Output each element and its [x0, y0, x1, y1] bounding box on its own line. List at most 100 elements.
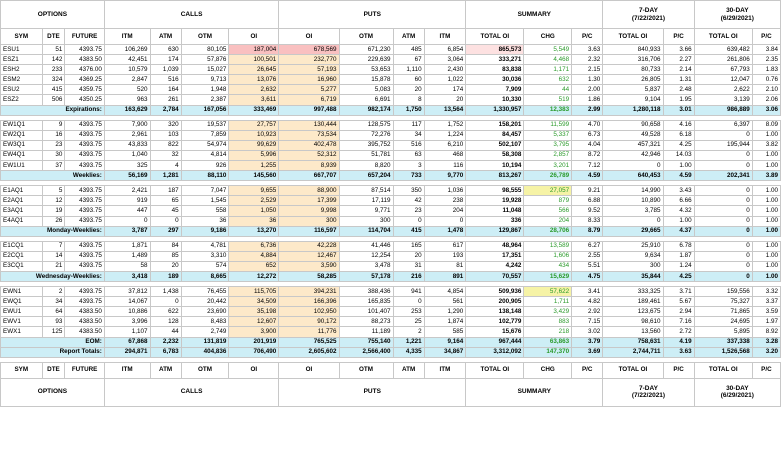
put-oi-cell: 73,534: [278, 129, 340, 141]
summary-value: 201,919: [228, 336, 280, 348]
day30-footer-date: (6/29/2021): [720, 392, 754, 400]
sym-cell: E3AQ1: [0, 205, 43, 217]
summary-value: 3.79: [571, 336, 604, 348]
dte-cell: 16: [41, 129, 66, 141]
day7-pc-cell: 3.71: [662, 286, 695, 298]
put-oi-cell: 232,770: [278, 54, 340, 66]
chg-cell: 1,606: [523, 250, 573, 262]
put-otm-cell: 51,781: [338, 149, 394, 162]
call-otm-cell: 574: [180, 260, 230, 272]
summary-value: 114,704: [338, 225, 394, 237]
summary-value: 1,280,118: [602, 104, 664, 116]
put-otm-cell: 229,639: [338, 54, 394, 66]
report-totals-value: 294,871: [103, 346, 151, 358]
day30-pc-cell: 2.06: [751, 94, 781, 106]
put-itm-cell: 1,022: [423, 74, 467, 86]
put-oi-cell: 17,399: [278, 195, 340, 207]
summary-value: 997,488: [278, 104, 340, 116]
day7-pc-cell: 6.78: [662, 240, 695, 252]
put-itm-cell: 1,874: [423, 316, 467, 328]
dte-cell: 415: [41, 84, 66, 96]
call-oi-cell: 27,757: [228, 119, 280, 131]
call-otm-cell: 1,545: [180, 195, 230, 207]
put-oi-cell: 678,569: [278, 43, 340, 56]
call-itm-cell: 7,900: [103, 119, 151, 131]
summary-value: 2.99: [571, 104, 604, 116]
day30-total-oi-cell: 75,327: [693, 296, 753, 308]
dte-cell: 506: [41, 94, 66, 106]
put-atm-cell: 350: [392, 185, 425, 197]
column-header: P/C: [751, 361, 781, 379]
column-header: P/C: [571, 28, 604, 45]
summary-value: 70,557: [465, 270, 525, 283]
call-oi-cell: 1,255: [228, 160, 280, 172]
column-header: P/C: [662, 28, 695, 45]
day30-pc-cell: 1.00: [751, 260, 781, 272]
summary-value: 297: [149, 225, 182, 237]
puts-group-header: PUTS: [278, 0, 467, 29]
pc-cell: 4.70: [571, 119, 604, 131]
future-cell: 4393.75: [64, 129, 105, 141]
summary-value: 9,164: [423, 336, 467, 348]
put-oi-cell: 88,900: [278, 185, 340, 197]
chg-cell: 204: [523, 215, 573, 227]
chg-cell: 11,599: [523, 119, 573, 131]
day7-total-oi-cell: 49,528: [602, 129, 664, 141]
call-oi-cell: 652: [228, 260, 280, 272]
day7-total-oi-cell: 9,104: [602, 94, 664, 106]
summary-value: 189: [149, 270, 182, 283]
summary-value: 667,707: [278, 170, 340, 182]
report-totals-value: 3.20: [751, 346, 781, 358]
summary-value: 26,789: [523, 170, 573, 182]
summary-group-header: SUMMARY: [465, 0, 604, 29]
total-oi-cell: 102,779: [465, 316, 525, 328]
column-header: ITM: [103, 28, 151, 45]
chg-cell: 1,711: [523, 296, 573, 308]
column-header: P/C: [571, 361, 604, 379]
put-otm-cell: 88,273: [338, 316, 394, 328]
sym-cell: E4AQ1: [0, 215, 43, 227]
day7-pc-cell: 1.87: [662, 250, 695, 262]
sym-cell: ESH2: [0, 64, 43, 76]
pc-cell: 2.15: [571, 64, 604, 76]
summary-value: 337,338: [693, 336, 753, 348]
day30-total-oi-cell: 71,865: [693, 306, 753, 318]
column-header: SYM: [0, 361, 43, 379]
call-otm-cell: 1,948: [180, 84, 230, 96]
sym-cell: EWX1: [0, 326, 43, 338]
call-oi-cell: 13,076: [228, 74, 280, 86]
summary-value: 2,784: [149, 104, 182, 116]
put-itm-cell: 468: [423, 149, 467, 162]
column-header: ATM: [392, 361, 425, 379]
pc-cell: 6.88: [571, 195, 604, 207]
total-oi-cell: 865,573: [465, 43, 525, 56]
call-itm-cell: 1,871: [103, 240, 151, 252]
pc-cell: 3.41: [571, 286, 604, 298]
table-row: ESZ2 506 4350.25 963 261 2,387 3,611 6,719 6,691…: [0, 94, 781, 106]
summary-value: 1.00: [751, 225, 781, 237]
day7-total-oi-cell: 26,805: [602, 74, 664, 86]
dte-cell: 37: [41, 160, 66, 172]
call-itm-cell: 963: [103, 94, 151, 106]
summary-value: 4.19: [662, 336, 695, 348]
dte-cell: 64: [41, 306, 66, 318]
put-otm-cell: 8,820: [338, 160, 394, 172]
summary-value: 1,478: [423, 225, 467, 237]
day30-total-oi-cell: 2,622: [693, 84, 753, 96]
put-otm-cell: 9,771: [338, 205, 394, 217]
summary-value: 1,281: [149, 170, 182, 182]
day7-total-oi-cell: 90,658: [602, 119, 664, 131]
sym-cell: ESU1: [0, 43, 43, 56]
day7-total-oi-cell: 333,325: [602, 286, 664, 298]
call-itm-cell: 37,812: [103, 286, 151, 298]
put-oi-cell: 9,998: [278, 205, 340, 217]
future-cell: 4393.75: [64, 286, 105, 298]
call-otm-cell: 8,483: [180, 316, 230, 328]
column-footer-row: SYM DTE FUTURE ITM ATM OTM OI OI OTM ATM ITM TOTAL …: [0, 361, 781, 379]
put-itm-cell: 81: [423, 260, 467, 272]
future-cell: 4393.75: [64, 160, 105, 172]
future-cell: 4359.75: [64, 84, 105, 96]
put-atm-cell: 42: [392, 195, 425, 207]
put-itm-cell: 238: [423, 195, 467, 207]
sym-cell: EW3Q1: [0, 139, 43, 151]
